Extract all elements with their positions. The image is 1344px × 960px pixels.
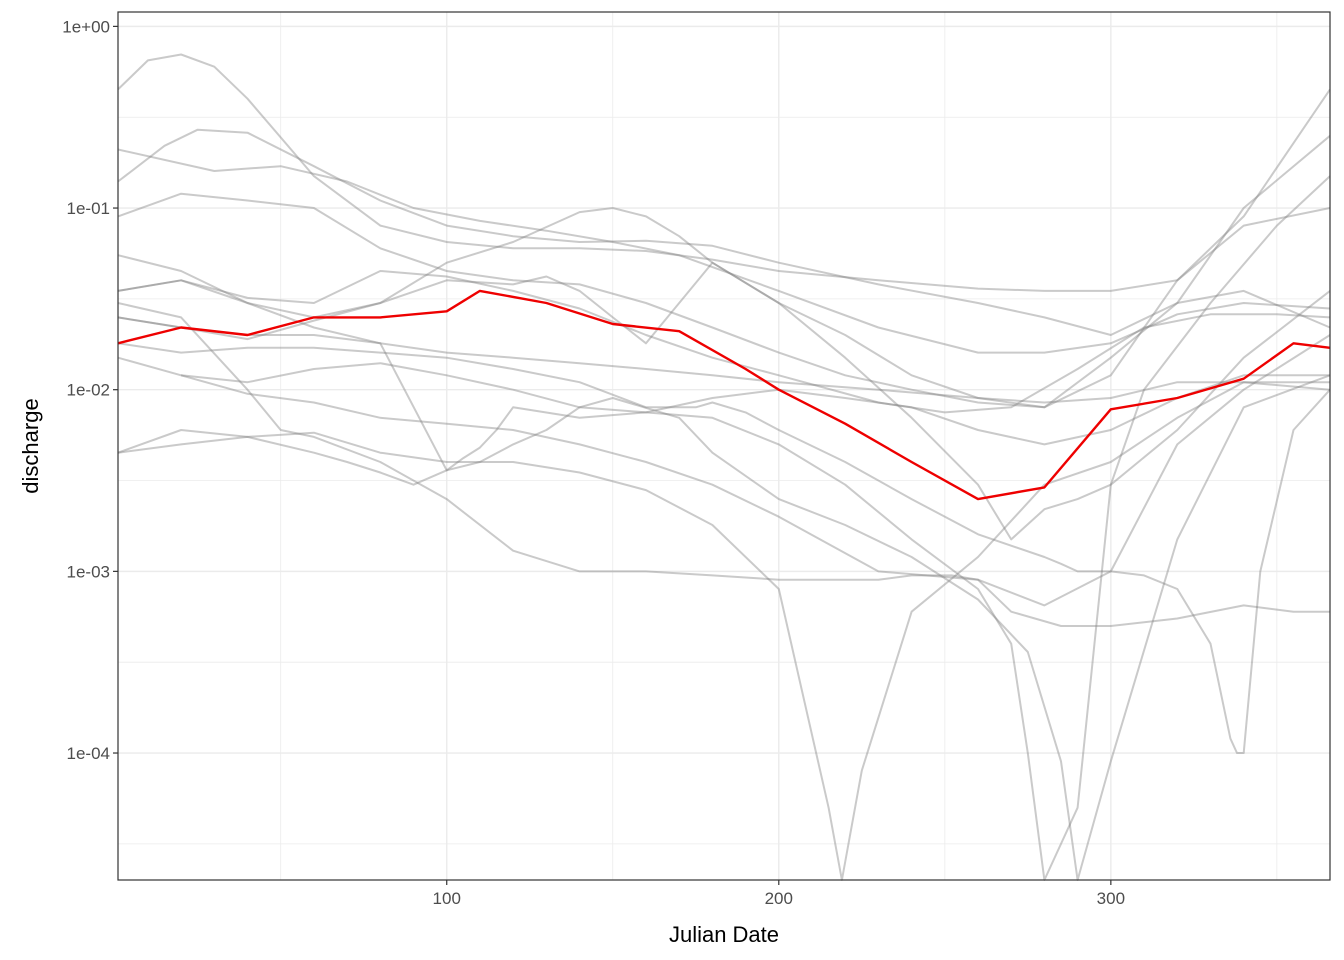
- series-line-9: [117, 381, 1331, 881]
- series-line-14: [180, 175, 1331, 881]
- x-axis: 100 200 300: [433, 880, 1125, 908]
- series-line-8: [117, 334, 1331, 607]
- series-line-5: [117, 192, 1331, 409]
- plot-panel-background: [118, 12, 1330, 880]
- y-tick-label: 1e-04: [67, 744, 110, 763]
- y-tick-label: 1e-02: [67, 381, 110, 400]
- series-line-12: [117, 374, 1330, 486]
- x-tick-label: 100: [433, 889, 461, 908]
- series-line-7: [117, 270, 1331, 414]
- series-line-2: [117, 53, 1331, 292]
- grid-minor: [118, 12, 1330, 880]
- y-tick-label: 1e-01: [67, 199, 110, 218]
- grid-major: [118, 12, 1330, 880]
- y-tick-label: 1e-03: [67, 562, 110, 581]
- y-axis-title: discharge: [18, 398, 43, 493]
- series-line-10: [117, 302, 1330, 627]
- series-line-13: [117, 342, 1331, 754]
- y-axis: 1e-04 1e-03 1e-02 1e-01 1e+00: [62, 17, 118, 763]
- series-line-11: [117, 316, 1331, 881]
- series-line-16: [117, 207, 1331, 409]
- plot-panel-border: [117, 11, 1331, 881]
- x-axis-title: Julian Date: [669, 922, 779, 947]
- series-line-highlight: [117, 289, 1331, 501]
- series-line-3: [117, 128, 1331, 336]
- y-tick-label: 1e+00: [62, 17, 110, 36]
- series-line-4: [117, 148, 1331, 354]
- x-tick-label: 300: [1097, 889, 1125, 908]
- series-line-15: [117, 261, 1331, 541]
- series-layer: [117, 53, 1331, 881]
- series-line-6: [117, 254, 1330, 404]
- x-tick-label: 200: [765, 889, 793, 908]
